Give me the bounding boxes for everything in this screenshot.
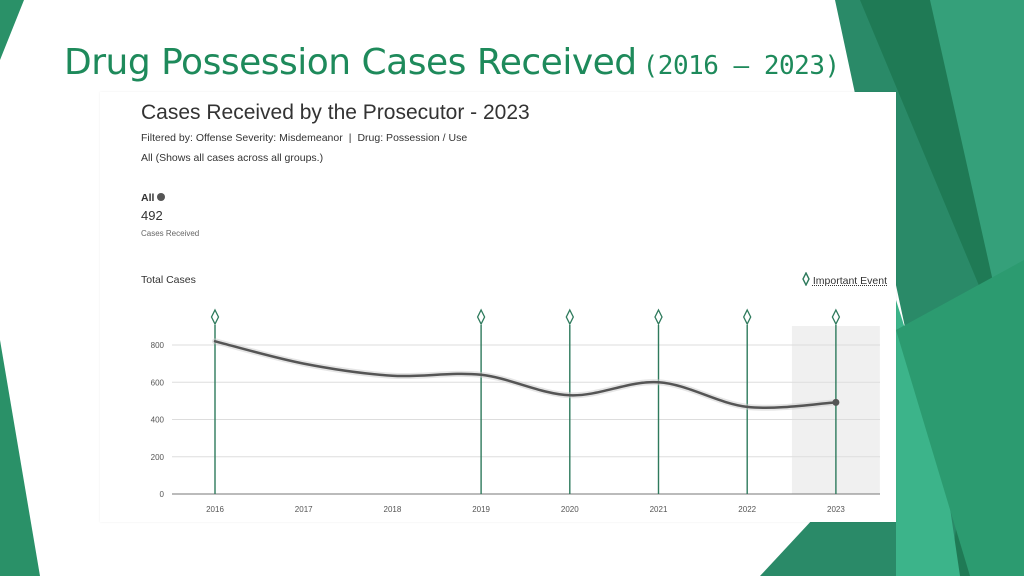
x-tick-label: 2016 [206, 505, 224, 514]
series-end-point [832, 398, 840, 406]
event-diamond-icon [831, 308, 841, 326]
y-tick-label: 400 [151, 416, 165, 425]
y-tick-label: 200 [151, 453, 165, 462]
series-line [213, 340, 838, 409]
event-diamond-icon [210, 308, 220, 326]
event-diamond-icon [476, 308, 486, 326]
y-tick-label: 0 [160, 490, 165, 499]
filter-summary: Filtered by: Offense Severity: Misdemean… [141, 132, 467, 144]
filter-separator: | [348, 132, 352, 144]
kpi-caption: Cases Received [141, 229, 200, 238]
event-diamond-icon [565, 308, 575, 326]
filter-drug: Drug: Possession / Use [357, 132, 468, 144]
x-tick-label: 2018 [384, 505, 402, 514]
x-tick-label: 2019 [472, 505, 490, 514]
y-tick-label: 600 [151, 378, 165, 387]
x-tick-label: 2023 [827, 505, 845, 514]
slide-title-text: Drug Possession Cases Received [64, 42, 637, 83]
group-description: All (Shows all cases across all groups.) [141, 152, 324, 164]
x-tick-label: 2017 [295, 505, 313, 514]
kpi-value: 492 [141, 208, 163, 223]
x-tick-label: 2020 [561, 505, 579, 514]
event-diamond-icon [742, 308, 752, 326]
kpi-label-text: All [141, 192, 155, 204]
slide-title: Drug Possession Cases Received (2016 – 20… [64, 42, 840, 83]
card-title: Cases Received by the Prosecutor - 2023 [141, 101, 530, 124]
kpi-label: All [141, 192, 166, 204]
series-dot-icon [157, 193, 166, 201]
important-event-legend[interactable]: Important Event [802, 272, 887, 287]
filter-severity: Filtered by: Offense Severity: Misdemean… [141, 132, 343, 144]
event-diamond-icon [654, 308, 663, 326]
slide-title-years: (2016 – 2023) [642, 51, 841, 81]
x-tick-label: 2021 [650, 505, 668, 514]
line-chart: 0 200 400 600 800 2016 2017 2018 2019 2020 2021 202… [151, 308, 880, 514]
x-tick-label: 2022 [738, 505, 756, 514]
dashboard-card: Cases Received by the Prosecutor - 2023 … [100, 92, 896, 522]
diamond-icon [802, 272, 810, 286]
chart-title: Total Cases [141, 274, 196, 286]
legend-label: Important Event [812, 275, 887, 287]
y-tick-label: 800 [151, 341, 165, 350]
series-line-shadow [212, 338, 839, 411]
